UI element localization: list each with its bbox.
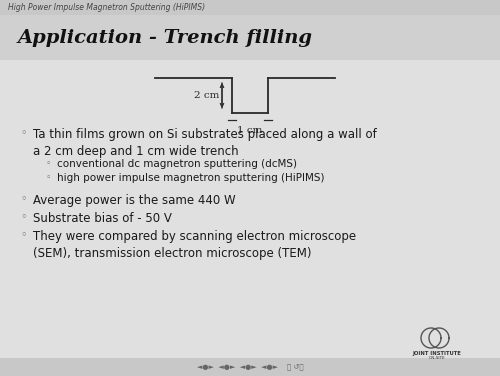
Text: ◄●►  ◄●►  ◄●►  ◄●►     ↺⤳: ◄●► ◄●► ◄●► ◄●►  ↺⤳ <box>196 364 304 370</box>
Text: conventional dc magnetron sputtering (dcMS): conventional dc magnetron sputtering (dc… <box>57 159 297 169</box>
Text: Average power is the same 440 W: Average power is the same 440 W <box>33 194 235 207</box>
Text: ◦: ◦ <box>20 230 26 240</box>
Text: JOINT INSTITUTE: JOINT INSTITUTE <box>412 351 462 356</box>
Text: 2 cm: 2 cm <box>194 91 219 100</box>
Text: high power impulse magnetron sputtering (HiPIMS): high power impulse magnetron sputtering … <box>57 173 324 183</box>
Text: ◦: ◦ <box>46 159 52 168</box>
Text: High Power Impulse Magnetron Sputtering (HiPIMS): High Power Impulse Magnetron Sputtering … <box>8 3 205 12</box>
Text: Substrate bias of - 50 V: Substrate bias of - 50 V <box>33 212 172 225</box>
Text: ◦: ◦ <box>20 212 26 222</box>
Text: Application - Trench filling: Application - Trench filling <box>18 29 313 47</box>
Text: ON-SITE: ON-SITE <box>428 356 446 360</box>
Bar <box>0 0 500 15</box>
Text: ◦: ◦ <box>46 173 52 182</box>
Text: They were compared by scanning electron microscope
(SEM), transmission electron : They were compared by scanning electron … <box>33 230 356 259</box>
Bar <box>0 358 500 376</box>
Text: ◦: ◦ <box>20 128 26 138</box>
Bar <box>0 60 500 358</box>
Text: ◦: ◦ <box>20 194 26 204</box>
Text: 1 cm: 1 cm <box>238 126 262 135</box>
Bar <box>0 15 500 60</box>
Text: Ta thin films grown on Si substrates placed along a wall of
a 2 cm deep and 1 cm: Ta thin films grown on Si substrates pla… <box>33 128 377 158</box>
